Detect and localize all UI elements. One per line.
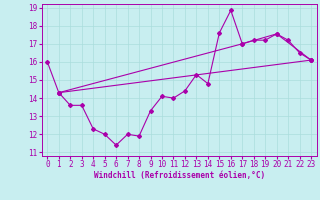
X-axis label: Windchill (Refroidissement éolien,°C): Windchill (Refroidissement éolien,°C) [94, 171, 265, 180]
